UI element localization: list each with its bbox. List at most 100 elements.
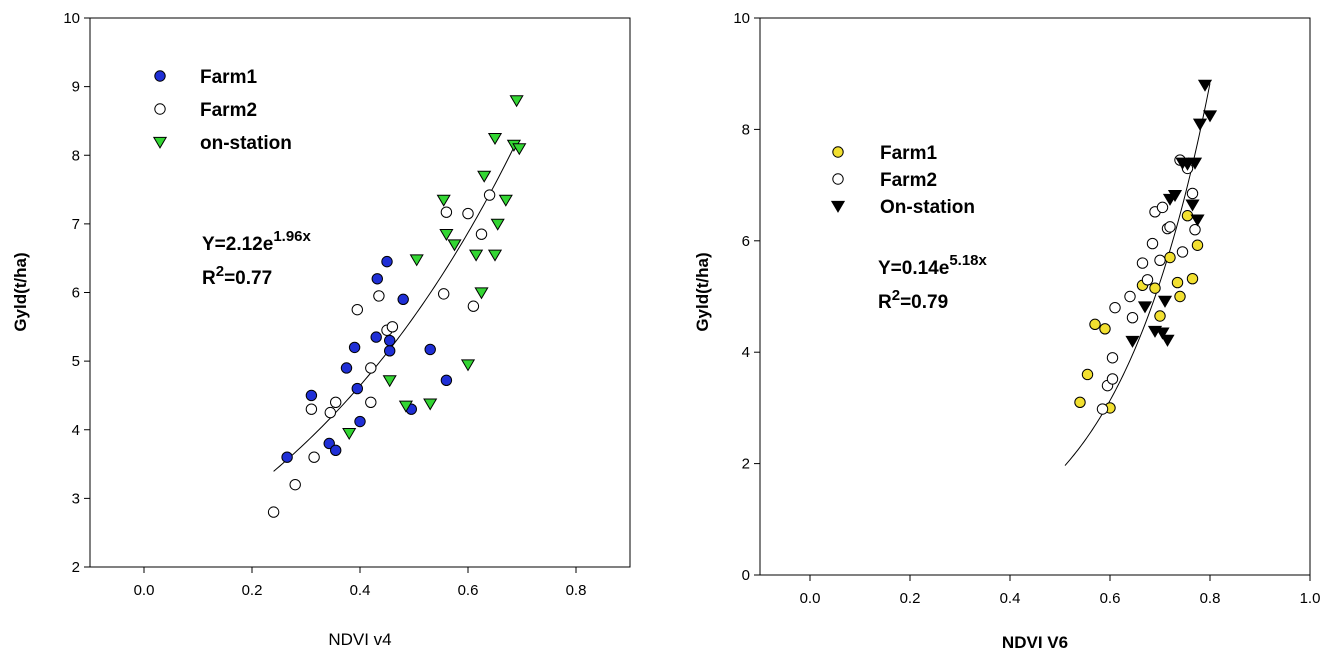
legend-label: Farm1	[200, 67, 257, 88]
series-farm2	[267, 189, 496, 518]
data-point	[323, 437, 335, 450]
data-point	[281, 451, 293, 463]
legend-marker	[832, 146, 844, 158]
data-point	[1141, 274, 1154, 286]
data-point	[1186, 272, 1199, 285]
equation-text: Y=2.12e	[202, 234, 273, 255]
r-squared-superscript: 2	[892, 287, 900, 304]
data-point	[1181, 210, 1194, 222]
legend: Farm1 Farm2 on-station	[152, 67, 292, 154]
chart-right-ndvi-v6: 0 2 4 6 8 10 0.0 0.2 0.4 0.6 0.8 1.0 Gyld(t/ha) NDVI …	[693, 10, 1320, 652]
regression-equation: Y=2.12e1.96x R2=0.77	[202, 228, 312, 289]
data-point	[1197, 79, 1213, 92]
legend-marker	[832, 173, 844, 185]
y-tick-label: 8	[72, 147, 80, 164]
data-point	[447, 239, 462, 252]
r-squared-label: R	[878, 292, 892, 313]
data-point	[475, 228, 488, 240]
legend-marker	[154, 70, 166, 82]
y-tick-label: 8	[742, 121, 750, 138]
legend-marker	[830, 200, 846, 213]
data-point	[1185, 199, 1200, 212]
data-point	[373, 290, 385, 302]
data-point	[1191, 239, 1204, 251]
data-point	[330, 396, 342, 408]
regression-equation: Y=0.14e5.18x R2=0.79	[878, 252, 988, 313]
legend-label: on-station	[200, 133, 292, 154]
x-tick-label: 0.2	[242, 582, 263, 599]
data-point	[1189, 223, 1201, 236]
data-point	[305, 403, 318, 415]
data-point	[1074, 396, 1086, 409]
series-farm1	[281, 255, 453, 463]
data-point	[1171, 276, 1184, 289]
data-point	[1106, 373, 1119, 385]
data-point	[1187, 157, 1203, 170]
data-point	[1149, 282, 1161, 294]
svg-text:Y=2.12e1.96x: Y=2.12e1.96x	[202, 228, 312, 255]
data-point	[1124, 290, 1136, 303]
legend-label: Farm1	[880, 143, 937, 164]
data-point	[439, 229, 454, 242]
y-tick-label: 2	[72, 559, 80, 576]
data-point	[340, 362, 353, 374]
data-point	[365, 362, 377, 374]
data-point	[1174, 290, 1186, 303]
y-axis-label: Gyld(t/ha)	[11, 252, 30, 331]
data-point	[512, 143, 527, 156]
data-point	[1202, 110, 1218, 123]
data-point	[324, 406, 336, 419]
y-tick-label: 9	[72, 79, 80, 96]
y-tick-label: 10	[733, 10, 750, 27]
series-on-station	[1125, 79, 1218, 348]
data-point	[342, 428, 357, 441]
svg-text:R2=0.77: R2=0.77	[202, 263, 272, 289]
fit-curve	[273, 141, 518, 472]
legend-label: On-station	[880, 197, 975, 218]
r-squared-value: =0.77	[224, 268, 272, 289]
y-tick-label: 5	[72, 353, 80, 370]
data-point	[1137, 301, 1153, 314]
r-squared-label: R	[202, 268, 216, 289]
data-point	[398, 400, 413, 413]
y-tick-label: 6	[72, 285, 80, 302]
x-tick-label: 0.0	[800, 590, 821, 607]
data-point	[467, 300, 480, 312]
data-point	[1089, 318, 1101, 331]
data-point	[1192, 118, 1208, 131]
data-point	[1106, 352, 1119, 364]
data-point	[1126, 311, 1139, 324]
legend-label: Farm2	[200, 100, 257, 121]
plot-frame	[759, 17, 1311, 576]
data-point	[1157, 295, 1173, 308]
x-tick-label: 0.8	[566, 582, 587, 599]
data-point	[330, 444, 342, 457]
y-tick-label: 10	[63, 10, 80, 27]
data-point	[1099, 323, 1111, 335]
x-axis-label: NDVI V6	[1002, 633, 1068, 652]
data-point	[490, 218, 505, 231]
data-point	[1160, 334, 1175, 347]
data-point	[384, 345, 396, 357]
x-axis-label: NDVI v4	[328, 630, 391, 649]
equation-exponent: 1.96x	[273, 228, 311, 245]
data-point	[509, 95, 524, 108]
r-squared-superscript: 2	[216, 263, 224, 280]
x-tick-label: 0.6	[458, 582, 479, 599]
data-point	[1176, 246, 1189, 258]
data-point	[1096, 403, 1109, 415]
data-point	[1186, 187, 1199, 200]
data-point	[1155, 327, 1170, 340]
x-tick-label: 0.0	[134, 582, 155, 599]
data-point	[397, 293, 409, 306]
data-point	[289, 478, 301, 491]
svg-text:R2=0.79: R2=0.79	[878, 287, 948, 313]
x-tick-label: 0.4	[350, 582, 371, 599]
legend: Farm1 Farm2 On-station	[830, 143, 975, 218]
data-point	[382, 375, 397, 388]
data-point	[351, 303, 363, 316]
data-point	[1154, 254, 1166, 266]
data-point	[1136, 257, 1149, 269]
data-point	[370, 331, 382, 343]
